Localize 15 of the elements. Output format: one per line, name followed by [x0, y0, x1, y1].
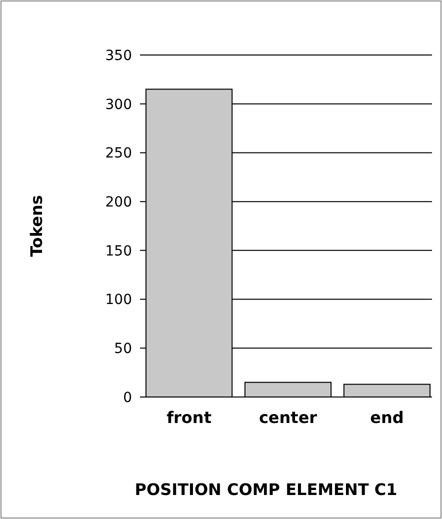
y-axis-title: Tokens	[27, 195, 46, 257]
y-tick-label: 200	[105, 194, 132, 210]
y-tick-label: 250	[105, 146, 132, 162]
y-tick-label: 50	[114, 341, 132, 358]
y-tick-label: 350	[105, 48, 132, 64]
y-tick-label: 300	[105, 96, 132, 113]
x-axis-title: POSITION COMP ELEMENT C1	[134, 480, 398, 499]
y-tick-label: 0	[123, 390, 132, 406]
x-tick-label: end	[370, 408, 404, 427]
bar	[343, 384, 431, 398]
x-tick-label: front	[166, 408, 212, 427]
bar	[244, 382, 332, 398]
x-tick-label: center	[258, 408, 318, 427]
y-tick-label: 150	[105, 243, 132, 260]
y-tick-label: 100	[105, 292, 132, 308]
